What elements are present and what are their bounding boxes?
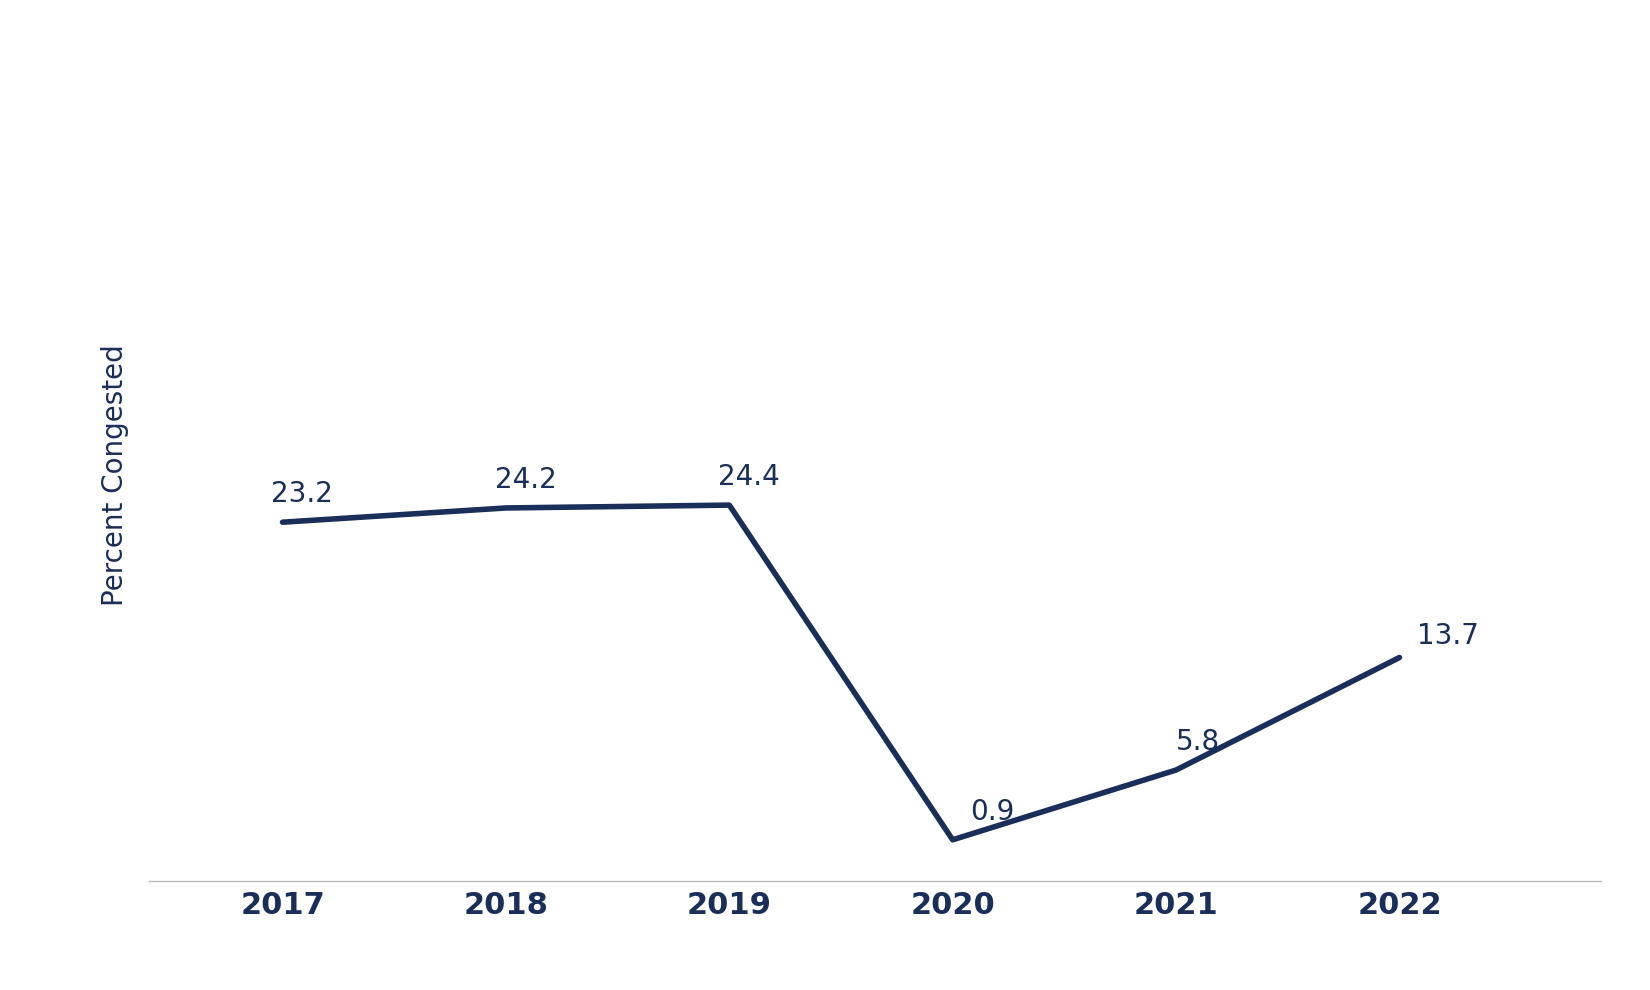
Text: 24.4: 24.4 (718, 463, 780, 491)
Text: 23.2: 23.2 (271, 480, 333, 508)
Text: 13.7: 13.7 (1417, 623, 1478, 650)
Text: 24.2: 24.2 (495, 465, 556, 494)
Text: 5.8: 5.8 (1176, 728, 1221, 755)
Text: 0.9: 0.9 (970, 798, 1015, 826)
Y-axis label: Percent Congested: Percent Congested (101, 345, 129, 606)
